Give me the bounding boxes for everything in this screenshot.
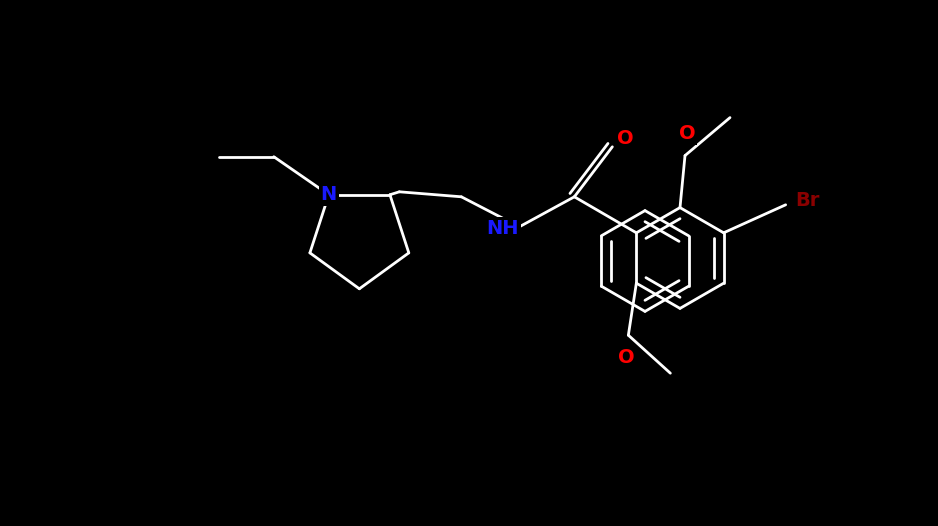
Text: O: O bbox=[617, 129, 634, 148]
Text: Br: Br bbox=[795, 191, 820, 210]
Text: O: O bbox=[618, 348, 635, 367]
Text: O: O bbox=[679, 124, 695, 143]
Text: N: N bbox=[321, 185, 337, 204]
Text: NH: NH bbox=[486, 219, 519, 238]
